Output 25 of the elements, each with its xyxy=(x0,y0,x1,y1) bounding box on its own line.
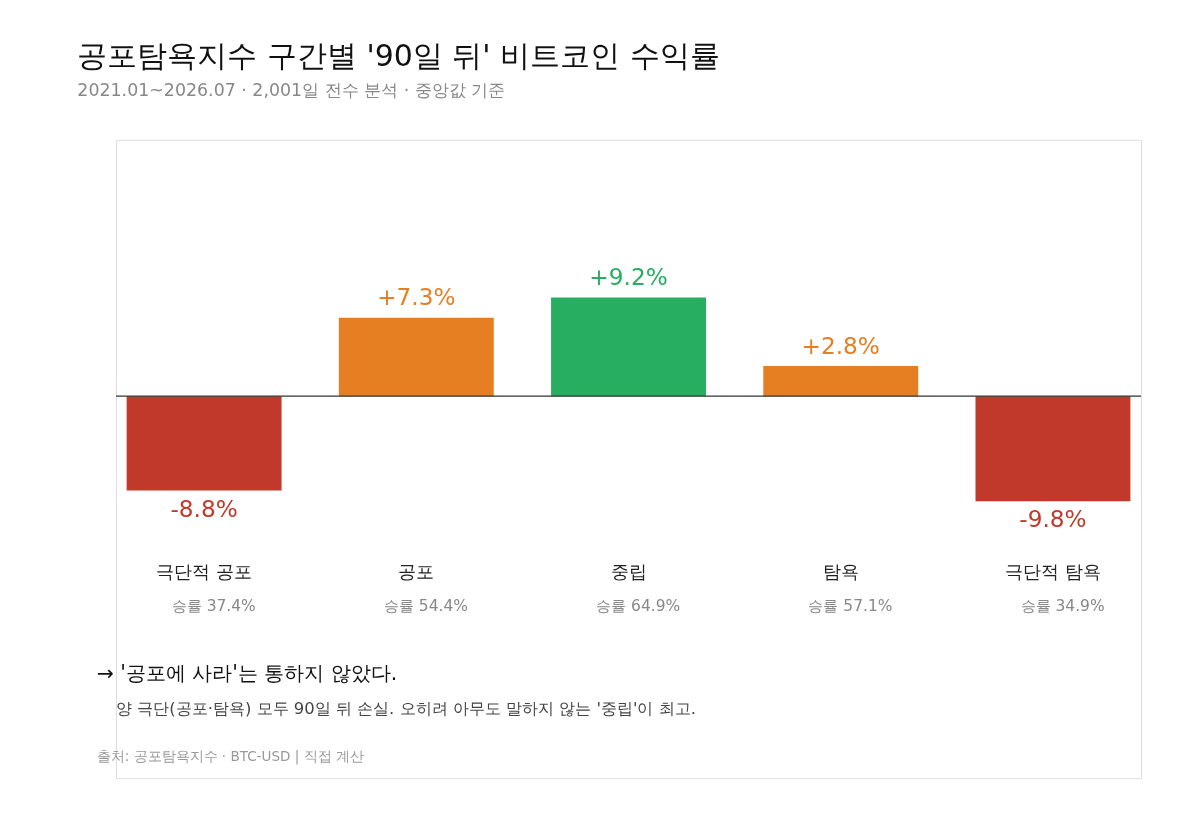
text: 승률 57.1% xyxy=(808,596,893,615)
x-tick-label: 극단적 탐욕 xyxy=(1005,560,1101,582)
text: → '공포에 사라'는 통하지 않았다. xyxy=(96,661,398,686)
text: 양 극단(공포·탐욕) 모두 90일 뒤 손실. 오히려 아무도 말하지 않는 '중립'이 최고. xyxy=(116,699,696,719)
text: 승률 37.4% xyxy=(171,596,256,615)
data-label: -9.8% xyxy=(1019,505,1087,533)
bar xyxy=(551,297,706,397)
bar xyxy=(975,396,1131,502)
data-label: +9.2% xyxy=(589,262,668,290)
data-label: +2.8% xyxy=(801,331,880,359)
x-tick-label: 공포 xyxy=(398,560,435,582)
data-label: -8.8% xyxy=(170,494,238,522)
data-label: +7.3% xyxy=(377,283,456,311)
chart-subtitle: 2021.01~2026.07 · 2,001일 전수 분석 · 중앙값 기준 xyxy=(77,80,506,101)
x-tick-label: 중립 xyxy=(610,560,647,582)
x-tick-label: 탐욕 xyxy=(822,560,859,582)
text: 승률 64.9% xyxy=(596,596,681,615)
bar xyxy=(763,366,919,397)
text: 승률 54.4% xyxy=(383,596,469,615)
bar xyxy=(338,317,494,397)
bar xyxy=(126,396,282,491)
source-note: 출처: 공포탐욕지수 · BTC-USD | 직접 계산 xyxy=(96,747,364,765)
chart-title: 공포탐욕지수 구간별 '90일 뒤' 비트코인 수익률 xyxy=(77,38,720,74)
x-tick-label: 극단적 공포 xyxy=(156,560,253,582)
text: 승률 34.9% xyxy=(1020,596,1105,615)
